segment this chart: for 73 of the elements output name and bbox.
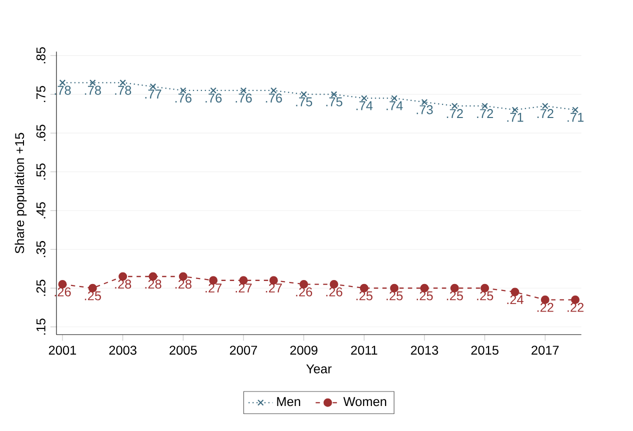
data-label: .73 <box>416 104 433 114</box>
data-label: .76 <box>236 93 252 102</box>
x-tick-label: 2001 <box>48 345 76 355</box>
data-label: .75 <box>296 97 312 106</box>
x-tick-label: 2011 <box>351 345 378 355</box>
point <box>421 98 428 106</box>
data-label: .71 <box>507 112 524 122</box>
y-tick-label: .25 <box>36 280 46 296</box>
data-label: .28 <box>175 279 192 288</box>
data-label: .25 <box>84 291 101 300</box>
data-label: .25 <box>446 291 463 300</box>
data-label: .22 <box>537 302 554 312</box>
data-label: .72 <box>477 108 494 118</box>
y-tick-label: .45 <box>36 202 46 218</box>
point <box>542 102 548 109</box>
x-tick-label: 2013 <box>410 345 438 355</box>
legend-label: Women <box>343 396 386 406</box>
point <box>59 79 66 86</box>
point <box>330 90 338 98</box>
data-label: .78 <box>84 86 101 95</box>
data-label: .25 <box>477 291 494 300</box>
point <box>210 87 216 94</box>
y-tick-label: .55 <box>36 163 46 180</box>
data-label: .25 <box>356 291 372 300</box>
data-label: .22 <box>568 302 584 312</box>
data-label: .75 <box>326 97 342 106</box>
data-label: .78 <box>115 86 132 95</box>
data-label: .25 <box>386 291 403 300</box>
data-label: .24 <box>507 294 524 304</box>
point <box>120 79 126 86</box>
data-label: .71 <box>568 112 584 122</box>
data-label: .76 <box>266 93 282 102</box>
y-axis-title: Share population +15 <box>14 132 27 254</box>
point <box>240 87 247 94</box>
data-label: .26 <box>296 287 312 296</box>
y-tick-label: .85 <box>36 47 46 64</box>
y-tick-label: .15 <box>36 318 46 334</box>
point <box>150 83 156 90</box>
x-tick-label: 2009 <box>290 345 318 355</box>
data-label: .72 <box>537 108 554 118</box>
x-tick-label: 2003 <box>109 345 136 355</box>
data-label: .27 <box>266 283 282 292</box>
point <box>180 87 186 94</box>
x-tick-label: 2017 <box>532 345 559 355</box>
point <box>572 106 578 113</box>
legend-label: Men <box>277 396 300 406</box>
point <box>360 94 368 102</box>
data-label: .72 <box>446 108 463 118</box>
data-label: .74 <box>356 101 373 110</box>
data-label: .27 <box>236 283 252 292</box>
point <box>512 106 518 113</box>
data-label: .76 <box>175 93 192 102</box>
point <box>89 79 96 86</box>
y-tick-label: .75 <box>36 86 46 102</box>
y-tick-label: .35 <box>36 240 46 257</box>
point <box>270 87 277 94</box>
point <box>482 102 488 109</box>
x-tick-label: 2005 <box>170 345 197 355</box>
x-tick-label: 2007 <box>230 345 258 355</box>
point <box>300 90 307 98</box>
x-tick-label: 2015 <box>471 345 498 355</box>
data-label: .26 <box>326 287 342 296</box>
point <box>451 102 458 109</box>
data-label: .28 <box>145 279 162 288</box>
data-label: .28 <box>115 279 132 288</box>
y-tick-label: .65 <box>36 124 46 141</box>
x-axis-title: Year <box>306 364 332 374</box>
point <box>391 94 398 102</box>
data-label: .77 <box>145 89 162 98</box>
data-label: .27 <box>206 283 222 292</box>
data-label: .76 <box>206 93 222 102</box>
data-label: .74 <box>386 101 403 110</box>
data-label: .25 <box>416 291 433 300</box>
